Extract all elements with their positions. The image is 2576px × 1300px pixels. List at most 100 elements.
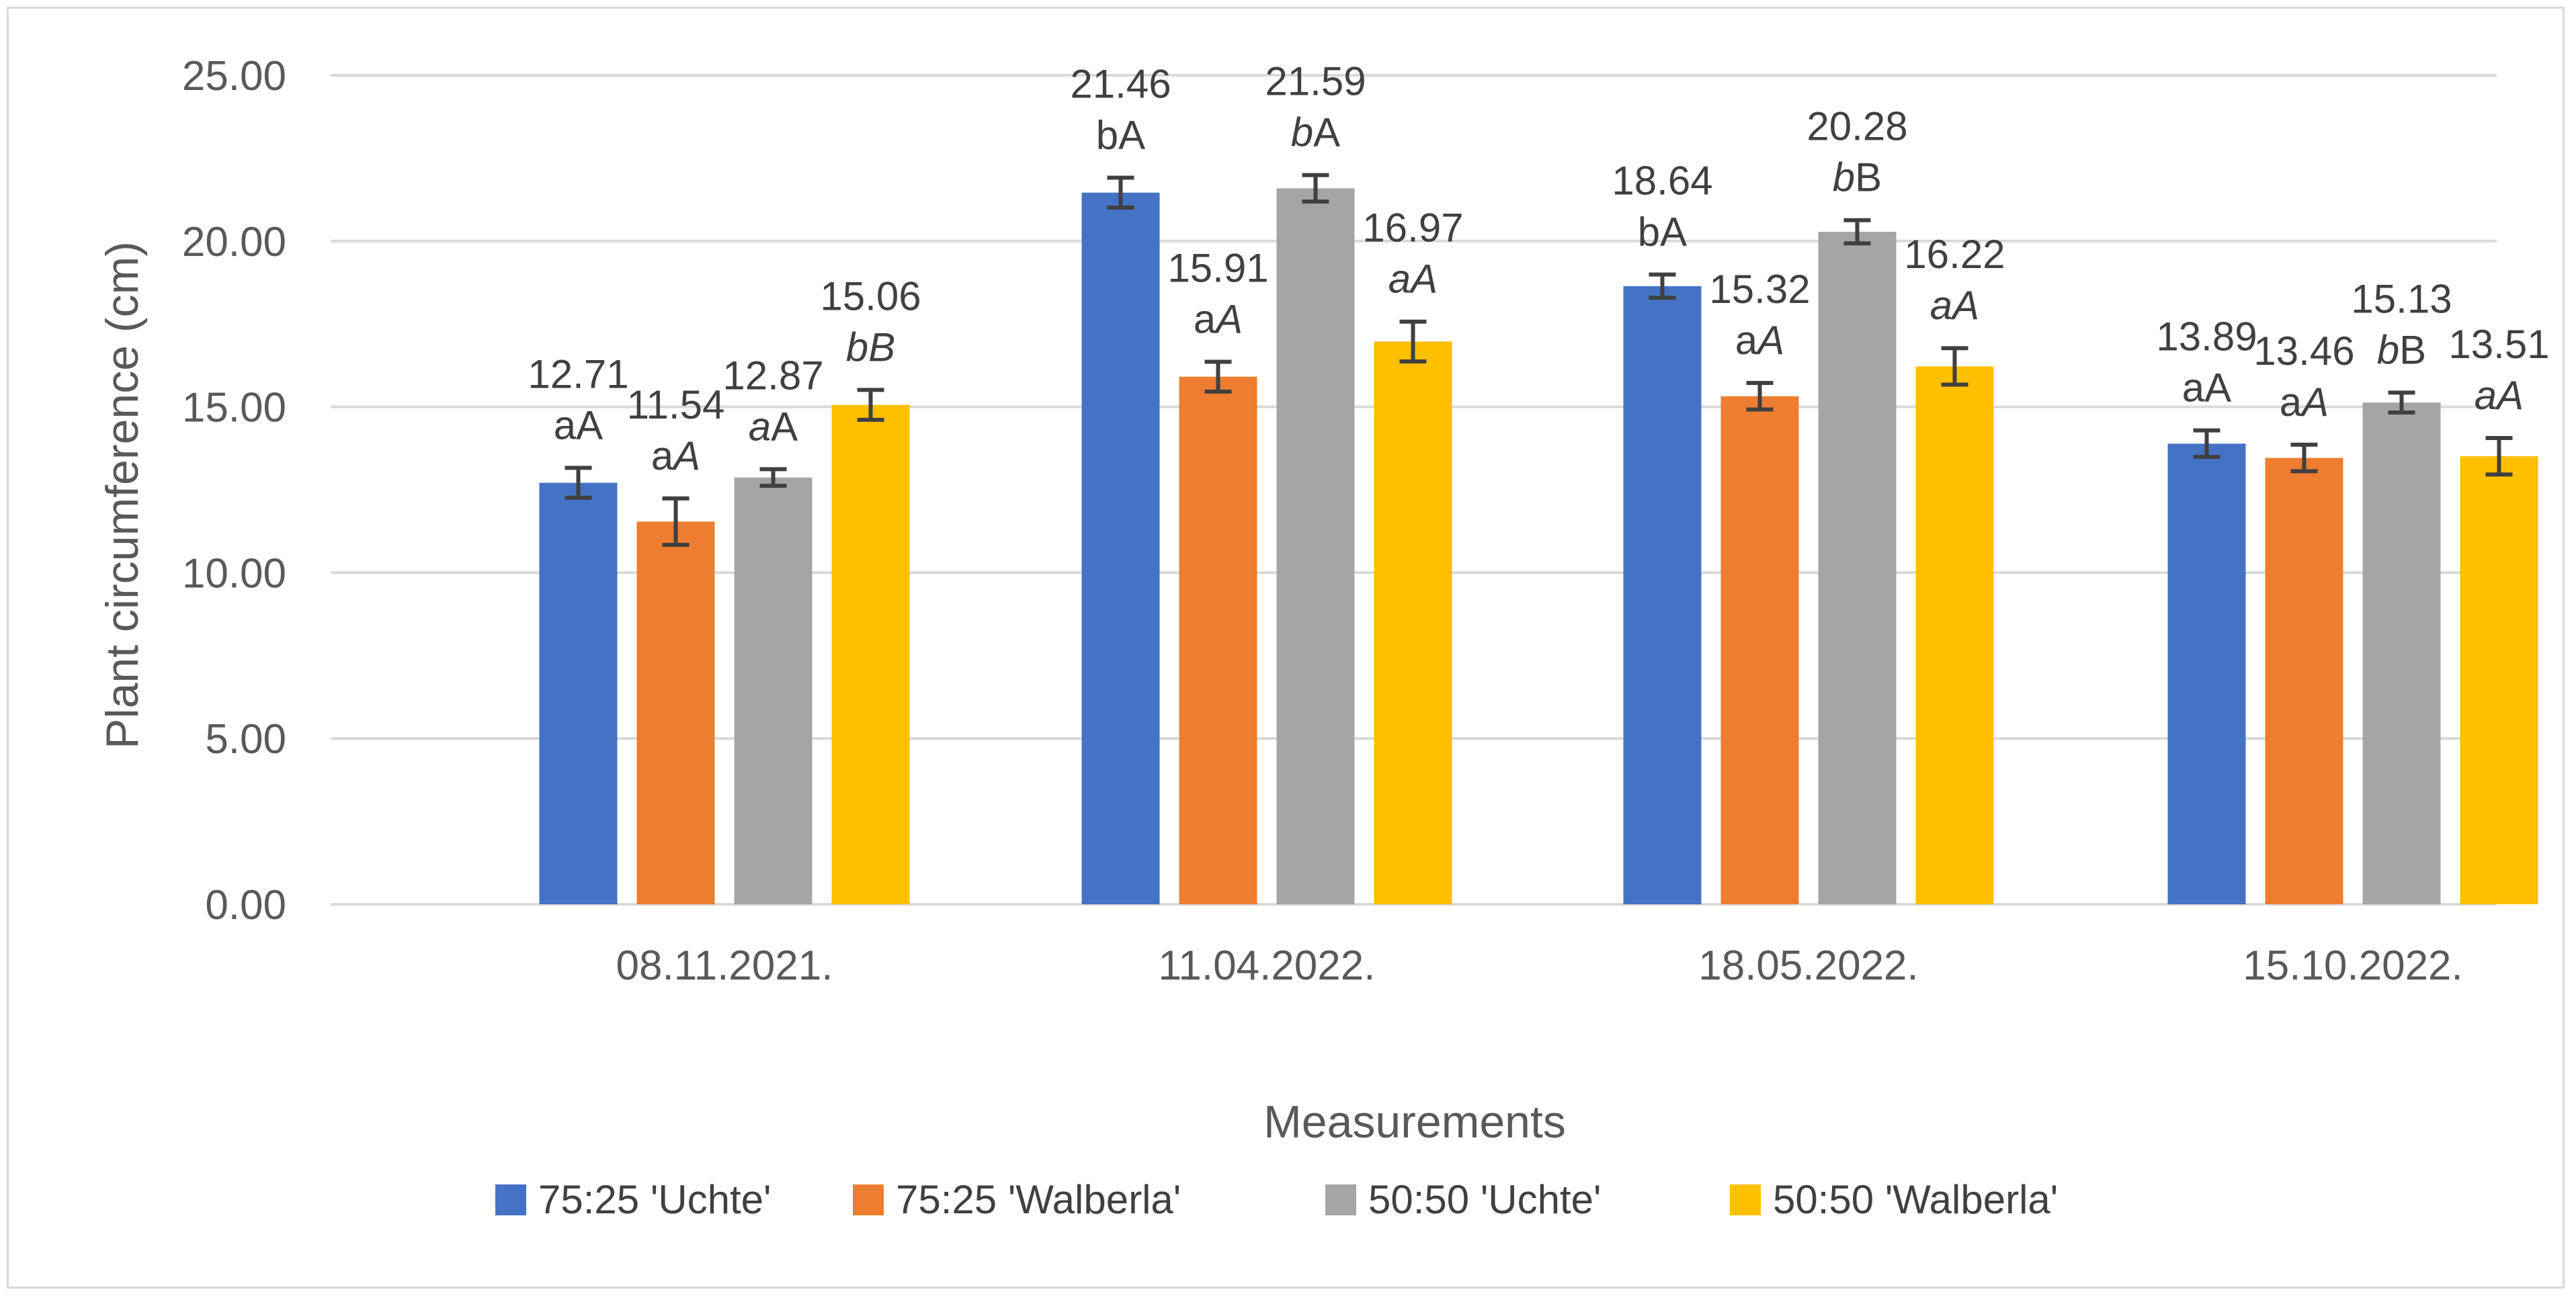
letter-uppercase: A [1755, 318, 1784, 363]
bar [1818, 231, 1897, 904]
legend-item: 75:25 'Walberla' [853, 1177, 1181, 1222]
data-value-label: 13.89 [2156, 314, 2257, 359]
data-value-label: 15.13 [2351, 276, 2452, 321]
bar [2167, 443, 2246, 904]
bar [1081, 192, 1160, 905]
x-axis-title: Measurements [1263, 1096, 1566, 1147]
error-bar [1302, 173, 1329, 204]
bar [2460, 456, 2538, 904]
letter-lowercase: b [1638, 210, 1660, 255]
error-bar [2290, 442, 2318, 474]
significance-letters: aA [2182, 365, 2231, 410]
letter-uppercase: A [1118, 113, 1145, 158]
legend-label: 75:25 'Uchte' [538, 1177, 771, 1222]
legend-swatch [495, 1184, 526, 1215]
bars [539, 188, 2538, 905]
legend-swatch [853, 1184, 884, 1215]
bar [1374, 341, 1452, 904]
significance-letters: bB [2377, 327, 2426, 372]
x-tick-label: 15.10.2022. [2243, 943, 2463, 989]
letter-uppercase: A [2300, 380, 2329, 425]
significance-letters: aA [1735, 318, 1784, 363]
letter-lowercase: b [1833, 155, 1855, 200]
y-axis-title: Plant circumference (cm) [97, 241, 148, 749]
letter-lowercase: a [2280, 380, 2302, 425]
error-bar [2388, 390, 2415, 415]
letter-uppercase: A [671, 433, 700, 478]
letter-lowercase: a [1194, 296, 1216, 341]
data-value-label: 15.91 [1167, 245, 1268, 290]
significance-letters: aA [749, 404, 798, 449]
letter-uppercase: A [2204, 365, 2231, 410]
y-tick-label: 5.00 [205, 716, 286, 763]
error-bar [1399, 319, 1427, 363]
y-tick-label: 0.00 [205, 882, 286, 928]
letter-uppercase: A [2495, 373, 2524, 418]
error-bar [1649, 272, 1676, 300]
bar [1915, 366, 1994, 904]
error-bar [1107, 175, 1134, 210]
significance-letters: aA [1930, 283, 1979, 328]
significance-letters: bA [1291, 110, 1340, 155]
bar [734, 477, 813, 904]
bar [831, 404, 910, 904]
significance-letters: aA [554, 402, 603, 447]
error-bar [565, 466, 592, 500]
letter-uppercase: A [1214, 296, 1243, 341]
error-bar [662, 496, 690, 547]
letter-lowercase: a [554, 402, 577, 447]
x-tick-label: 18.05.2022. [1698, 943, 1919, 989]
significance-letters: bB [1833, 155, 1882, 200]
letter-uppercase: B [868, 324, 895, 370]
letter-uppercase: A [1950, 283, 1979, 328]
significance-letters: bA [1638, 210, 1687, 255]
letter-lowercase: a [749, 404, 771, 449]
legend-item: 50:50 'Uchte' [1325, 1177, 1601, 1222]
letter-uppercase: A [771, 404, 798, 449]
data-value-label: 18.64 [1612, 159, 1712, 204]
letter-lowercase: b [846, 324, 868, 370]
letter-uppercase: A [1313, 110, 1340, 155]
bar [1720, 396, 1799, 904]
letter-uppercase: A [1660, 210, 1687, 255]
error-bar [1941, 346, 1968, 387]
bar [636, 521, 715, 904]
error-bar [1746, 381, 1774, 412]
letter-uppercase: B [1855, 155, 1882, 200]
letter-lowercase: a [2182, 365, 2205, 410]
letter-lowercase: a [1388, 257, 1411, 302]
significance-letters: aA [2475, 373, 2524, 418]
y-tick-label: 25.00 [182, 53, 286, 99]
bar [1623, 286, 1702, 905]
data-value-label: 21.59 [1265, 59, 1366, 104]
data-value-label: 16.22 [1904, 232, 2005, 277]
significance-letters: aA [651, 433, 700, 478]
significance-letters: aA [1388, 257, 1438, 302]
y-tick-label: 15.00 [182, 385, 286, 431]
y-tick-label: 10.00 [182, 550, 286, 597]
data-value-label: 15.32 [1709, 267, 1810, 312]
error-bars [565, 173, 2513, 547]
bar [2362, 402, 2441, 904]
legend-item: 75:25 'Uchte' [495, 1177, 771, 1222]
letter-lowercase: a [1930, 283, 1952, 328]
bar [539, 482, 618, 904]
legend-label: 75:25 'Walberla' [896, 1177, 1181, 1222]
letter-lowercase: b [1096, 113, 1118, 158]
data-value-label: 12.87 [722, 353, 823, 398]
y-tick-label: 20.00 [182, 219, 286, 265]
significance-letters: bA [1096, 113, 1145, 158]
error-bar [1843, 218, 1871, 246]
x-tick-label: 11.04.2022. [1159, 943, 1376, 989]
significance-letters: aA [2280, 380, 2329, 425]
data-labels: 12.71aA21.46bA18.64bA13.89aA11.54aA15.91… [528, 59, 2549, 478]
data-value-label: 13.51 [2448, 322, 2549, 367]
letter-uppercase: A [1409, 257, 1438, 302]
letter-lowercase: b [2377, 327, 2399, 372]
x-tick-label: 08.11.2021. [616, 943, 833, 989]
data-value-label: 16.97 [1362, 206, 1463, 251]
data-value-label: 15.06 [820, 273, 921, 318]
error-bar [857, 388, 884, 422]
bar [1179, 376, 1257, 904]
